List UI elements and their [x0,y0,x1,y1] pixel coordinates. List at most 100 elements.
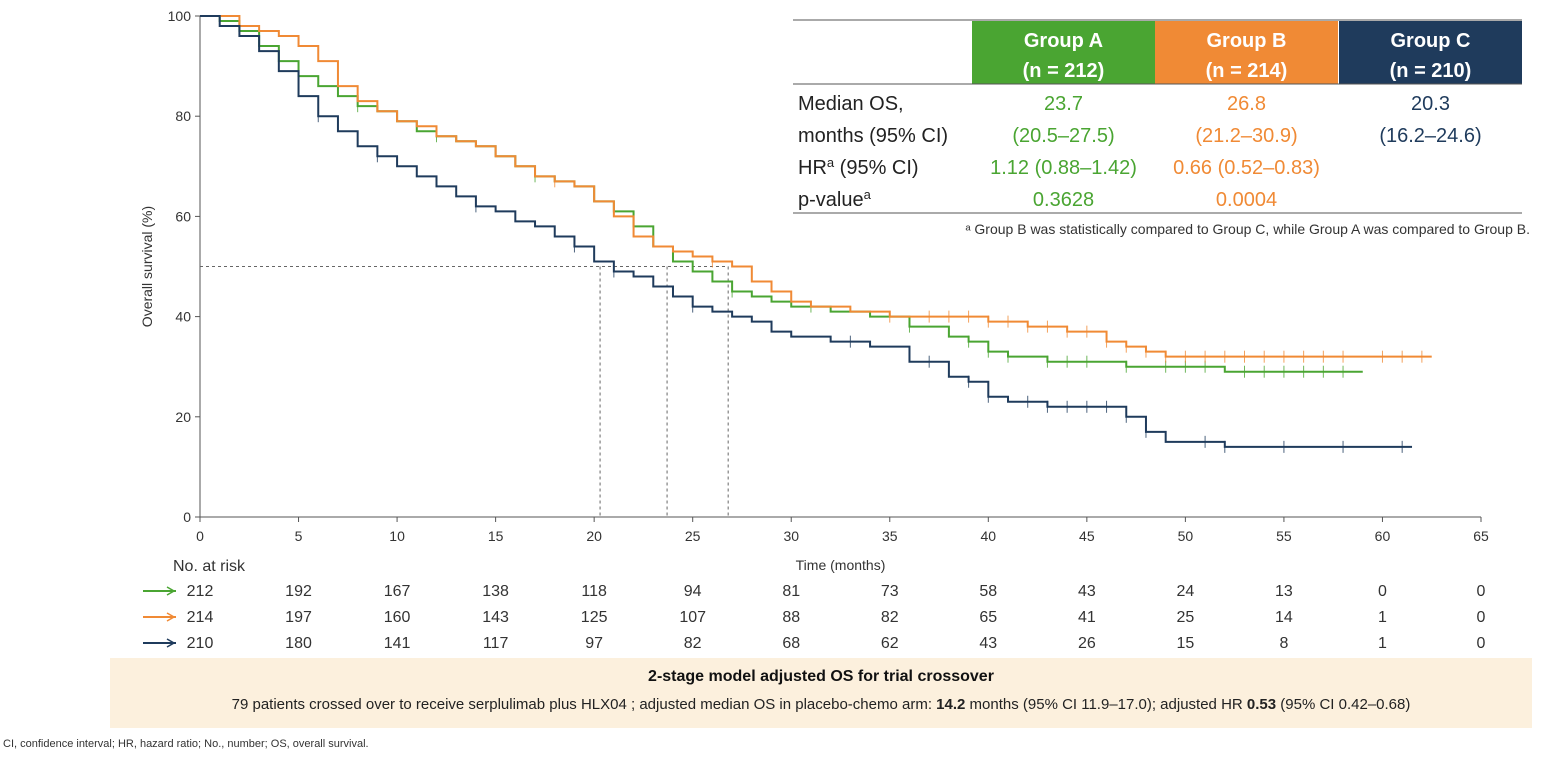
x-tick-label: 20 [586,528,602,544]
at-risk-count: 167 [384,583,411,600]
survival-curve-3 [200,15,1413,448]
table-row-label: HRa (95% CI) [798,155,919,179]
at-risk-label: No. at risk [173,558,246,575]
at-risk-count: 210 [187,635,214,652]
at-risk-count: 82 [881,609,899,626]
at-risk-count: 192 [285,583,312,600]
at-risk-count: 107 [679,609,706,626]
crossover-panel: 2-stage model adjusted OS for trial cros… [110,658,1532,728]
at-risk-count: 0 [1477,609,1486,626]
at-risk-count: 160 [384,609,411,626]
at-risk-count: 13 [1275,583,1293,600]
y-tick-label: 60 [175,208,191,224]
x-tick-label: 30 [783,528,799,544]
at-risk-count: 0 [1477,583,1486,600]
at-risk-count: 118 [581,583,607,600]
at-risk-count: 212 [187,583,214,600]
abbreviations-footnote: CI, confidence interval; HR, hazard rati… [3,738,369,750]
table-header-cell [972,21,1155,84]
table-cell-value: 1.12 (0.88–1.42) [990,157,1137,179]
table-header-cell [1339,21,1522,84]
at-risk-count: 43 [1078,583,1096,600]
at-risk-count: 8 [1279,635,1288,652]
at-risk-legend-arrow [166,612,176,622]
x-tick-label: 65 [1473,528,1489,544]
at-risk-count: 25 [1176,609,1194,626]
table-cell-value: (20.5–27.5) [1012,125,1114,147]
table-row-label: Median OS, [798,93,904,115]
at-risk-count: 1 [1378,609,1387,626]
x-tick-label: 35 [882,528,898,544]
crossover-title: 2-stage model adjusted OS for trial cros… [648,668,994,685]
x-tick-label: 40 [981,528,997,544]
table-header-n: (n = 210) [1390,60,1472,82]
table-cell-value: 0.0004 [1216,189,1277,211]
x-axis-title: Time (months) [796,557,886,573]
x-tick-label: 10 [389,528,405,544]
table-cell-value: 26.8 [1227,93,1266,115]
table-header-name: Group A [1024,30,1103,52]
at-risk-count: 125 [581,609,608,626]
crossover-text-mid: months (95% CI 11.9–17.0); adjusted HR [965,696,1247,713]
crossover-text-before: 79 patients crossed over to receive serp… [231,696,937,713]
x-tick-label: 55 [1276,528,1292,544]
table-row-label: p-valuea [798,187,872,211]
table-row-label: months (95% CI) [798,125,948,147]
at-risk-count: 15 [1176,635,1194,652]
at-risk-count: 0 [1378,583,1387,600]
at-risk-count: 97 [585,635,603,652]
table-cell-value: 20.3 [1411,93,1450,115]
x-tick-label: 5 [295,528,303,544]
table-header-name: Group C [1391,30,1471,52]
table-cell-value: 0.66 (0.52–0.83) [1173,157,1320,179]
table-cell-value: (21.2–30.9) [1195,125,1297,147]
x-tick-label: 45 [1079,528,1095,544]
x-tick-label: 0 [196,528,204,544]
at-risk-count: 24 [1176,583,1194,600]
at-risk-count: 141 [384,635,411,652]
at-risk-count: 138 [482,583,509,600]
at-risk-count: 62 [881,635,899,652]
at-risk-count: 143 [482,609,509,626]
at-risk-legend-arrow [166,586,176,596]
at-risk-count: 117 [483,635,509,652]
at-risk-count: 180 [285,635,312,652]
at-risk-count: 82 [684,635,702,652]
at-risk-count: 0 [1477,635,1486,652]
at-risk-count: 214 [187,609,214,626]
at-risk-count: 65 [979,609,997,626]
crossover-median-value: 14.2 [936,696,966,713]
y-tick-label: 0 [183,509,191,525]
y-tick-label: 80 [175,108,191,124]
y-tick-label: 20 [175,409,191,425]
x-tick-label: 15 [488,528,504,544]
crossover-hr-value: 0.53 [1246,696,1277,713]
at-risk-count: 1 [1378,635,1387,652]
x-tick-label: 25 [685,528,701,544]
table-header-name: Group B [1207,30,1287,52]
crossover-text: 79 patients crossed over to receive serp… [110,696,1532,713]
at-risk-count: 58 [979,583,997,600]
at-risk-count: 73 [881,583,899,600]
at-risk-count: 94 [684,583,702,600]
table-cell-value: (16.2–24.6) [1379,125,1481,147]
y-axis-title: Overall survival (%) [139,206,155,327]
at-risk-count: 68 [782,635,800,652]
table-footnote: ᵃ Group B was statistically compared to … [965,221,1530,237]
x-tick-label: 60 [1375,528,1391,544]
y-tick-label: 40 [175,309,191,325]
x-tick-label: 50 [1178,528,1194,544]
table-header-n: (n = 212) [1023,60,1105,82]
table-header-n: (n = 214) [1206,60,1288,82]
at-risk-count: 14 [1275,609,1293,626]
at-risk-legend-arrow [166,638,176,648]
at-risk-count: 197 [285,609,312,626]
table-cell-value: 0.3628 [1033,189,1094,211]
table-cell-value: 23.7 [1044,93,1083,115]
crossover-text-after: (95% CI 0.42–0.68) [1276,696,1411,713]
at-risk-count: 81 [782,583,800,600]
table-header-cell [1155,21,1338,84]
at-risk-count: 41 [1078,609,1096,626]
at-risk-count: 88 [782,609,800,626]
